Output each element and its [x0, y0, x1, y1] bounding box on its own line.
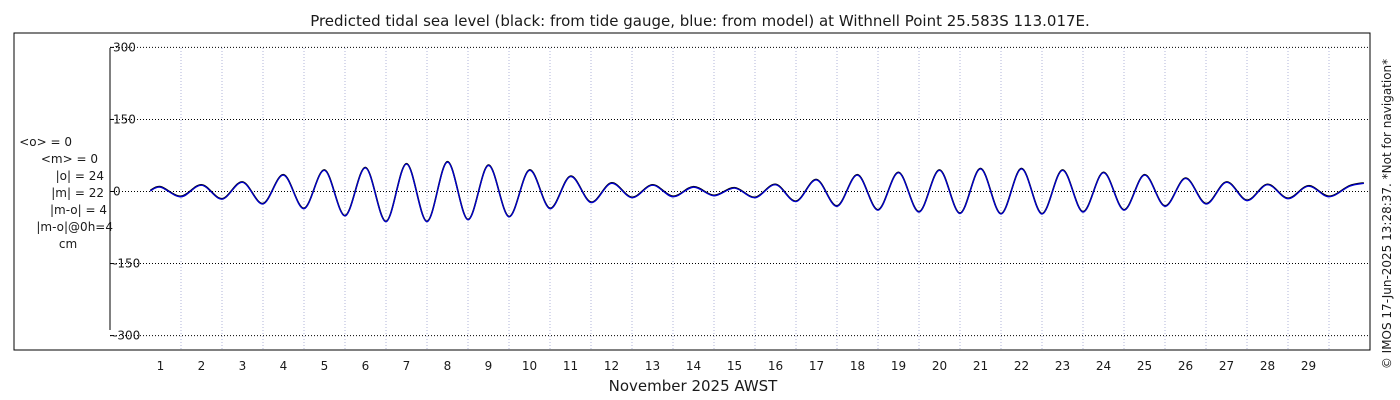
x-tick-label: 18	[850, 359, 865, 373]
chart-title: Predicted tidal sea level (black: from t…	[310, 12, 1090, 30]
x-tick-label: 19	[891, 359, 906, 373]
x-tick-label: 27	[1219, 359, 1234, 373]
stats-block: <o> = 0 <m> = 0 |o| = 24 |m| = 22 |m-o| …	[19, 135, 113, 251]
x-tick-label: 17	[809, 359, 824, 373]
x-tick-label: 2	[198, 359, 206, 373]
x-tick-label: 13	[645, 359, 660, 373]
y-tick-label: -150	[113, 257, 140, 271]
x-tick-label: 16	[768, 359, 783, 373]
x-tick-label: 7	[403, 359, 411, 373]
y-tick-label: 0	[113, 185, 121, 199]
credit-text: © IMOS 17-Jun-2025 13:28:37. *Not for na…	[1380, 59, 1394, 369]
x-tick-label: 10	[522, 359, 537, 373]
stat-unit: cm	[59, 237, 77, 251]
stat-mean-model: <m> = 0	[41, 152, 98, 166]
x-tick-label: 11	[563, 359, 578, 373]
x-axis-label: November 2025 AWST	[609, 377, 779, 395]
x-tick-label: 29	[1301, 359, 1316, 373]
x-tick-label: 24	[1096, 359, 1111, 373]
x-ticks: 1 2 3 4 5 6 7 8 9 10 11 12 13 14 15 16 17 18 19 20 21 22 23 24 2…	[157, 359, 1316, 373]
x-tick-label: 26	[1178, 359, 1193, 373]
y-ticks: 300 150 0 -150 -300	[110, 40, 140, 343]
stat-abs-diff-0h: |m-o|@0h=4	[36, 220, 113, 234]
x-tick-label: 9	[485, 359, 493, 373]
grid-layer	[110, 46, 1370, 350]
x-tick-label: 15	[727, 359, 742, 373]
x-tick-label: 14	[686, 359, 701, 373]
series-layer	[149, 160, 1365, 223]
x-tick-label: 25	[1137, 359, 1152, 373]
y-tick-label: 150	[113, 112, 136, 126]
x-tick-label: 28	[1260, 359, 1275, 373]
x-tick-label: 5	[321, 359, 329, 373]
stat-abs-diff: |m-o| = 4	[50, 203, 107, 217]
series-line-model	[149, 161, 1364, 223]
x-tick-label: 22	[1014, 359, 1029, 373]
x-tick-label: 3	[239, 359, 247, 373]
x-tick-label: 12	[604, 359, 619, 373]
stat-mean-obs: <o> = 0	[19, 135, 72, 149]
x-tick-label: 1	[157, 359, 165, 373]
stat-abs-obs: |o| = 24	[56, 169, 104, 183]
y-tick-label: -300	[113, 329, 140, 343]
x-tick-label: 6	[362, 359, 370, 373]
x-tick-label: 20	[932, 359, 947, 373]
x-tick-label: 4	[280, 359, 288, 373]
y-tick-label: 300	[113, 40, 136, 54]
stat-abs-model: |m| = 22	[51, 186, 104, 200]
x-tick-label: 8	[444, 359, 452, 373]
x-tick-label: 21	[973, 359, 988, 373]
x-tick-label: 23	[1055, 359, 1070, 373]
